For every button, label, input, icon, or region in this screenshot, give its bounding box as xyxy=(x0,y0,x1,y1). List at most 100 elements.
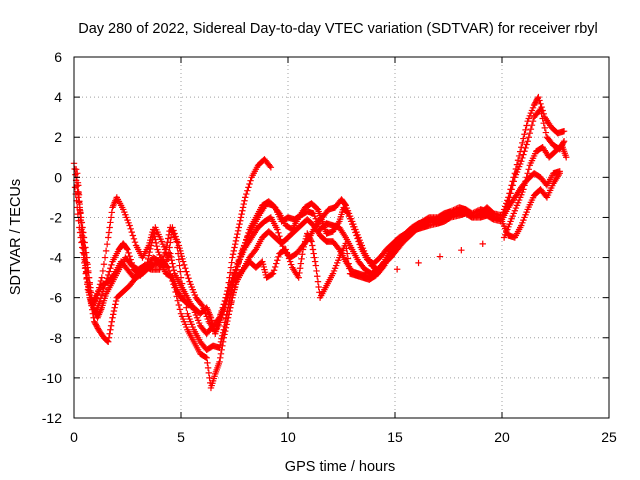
data-point xyxy=(267,164,275,171)
data-point xyxy=(458,247,465,254)
data-point xyxy=(236,220,243,228)
data-point xyxy=(524,170,531,177)
data-point xyxy=(224,314,232,321)
data-point xyxy=(353,232,360,239)
data-point xyxy=(153,242,160,250)
data-point xyxy=(106,330,113,337)
data-point xyxy=(82,268,90,275)
data-point xyxy=(380,259,387,267)
data-point xyxy=(298,255,305,263)
data-point xyxy=(285,255,293,262)
data-point xyxy=(233,263,240,271)
data-point xyxy=(142,263,149,270)
x-tick-label: 20 xyxy=(494,429,510,445)
data-point xyxy=(110,311,117,318)
data-point xyxy=(169,260,176,267)
data-point xyxy=(239,207,246,214)
data-point xyxy=(220,307,227,315)
data-point xyxy=(283,249,291,256)
data-point xyxy=(76,200,83,208)
data-point xyxy=(228,259,235,266)
data-point xyxy=(102,247,110,255)
data-point xyxy=(181,261,188,269)
data-point xyxy=(164,264,172,271)
data-point xyxy=(99,267,107,275)
data-point xyxy=(76,224,83,231)
data-point xyxy=(109,314,116,321)
data-point xyxy=(123,245,130,252)
data-point xyxy=(79,238,86,245)
data-point xyxy=(536,97,543,104)
y-tick-label: -8 xyxy=(50,330,63,346)
x-tick-label: 15 xyxy=(387,429,403,445)
data-point xyxy=(222,327,229,335)
data-point xyxy=(80,244,87,251)
data-point xyxy=(312,262,320,269)
data-point xyxy=(149,236,156,243)
data-point xyxy=(125,249,132,257)
data-point xyxy=(229,251,237,258)
data-point xyxy=(107,265,114,272)
data-point xyxy=(176,262,183,269)
data-point xyxy=(535,93,542,101)
data-point xyxy=(182,265,189,272)
data-point xyxy=(563,154,570,161)
data-point xyxy=(145,252,153,259)
data-point xyxy=(206,374,213,382)
data-point xyxy=(184,271,191,279)
data-point xyxy=(198,301,205,308)
data-point xyxy=(172,233,179,240)
data-point xyxy=(126,253,133,260)
plot-frame xyxy=(73,56,610,419)
data-point xyxy=(274,226,281,233)
data-point xyxy=(169,224,176,231)
y-tick-label: -4 xyxy=(50,250,63,266)
data-point xyxy=(71,184,79,191)
data-point xyxy=(522,144,529,152)
data-point xyxy=(238,210,245,218)
data-point xyxy=(104,337,111,345)
data-point xyxy=(231,270,238,277)
data-point xyxy=(106,224,113,231)
data-point xyxy=(314,273,321,280)
data-point xyxy=(77,210,84,217)
data-point xyxy=(282,246,290,253)
data-point xyxy=(536,107,543,114)
data-point xyxy=(111,304,118,311)
data-point xyxy=(523,174,530,181)
data-point xyxy=(479,240,486,248)
data-point xyxy=(284,252,292,259)
data-point xyxy=(288,261,295,268)
data-point xyxy=(275,208,282,216)
data-point xyxy=(172,288,179,296)
data-point xyxy=(311,258,319,265)
data-point xyxy=(167,253,175,261)
data-point xyxy=(286,258,294,265)
data-point xyxy=(127,225,134,233)
data-point xyxy=(107,326,114,333)
data-point xyxy=(540,119,547,127)
data-point xyxy=(251,247,259,255)
data-point xyxy=(173,236,180,243)
data-point xyxy=(223,297,231,305)
data-point xyxy=(521,182,528,189)
x-tick-label: 5 xyxy=(177,429,185,445)
data-point xyxy=(524,138,531,145)
data-point xyxy=(110,307,118,315)
data-point xyxy=(506,194,513,201)
data-point xyxy=(101,254,109,261)
data-point xyxy=(522,178,529,185)
y-tick-label: 2 xyxy=(54,129,62,145)
data-point xyxy=(107,214,115,221)
data-point xyxy=(229,278,236,285)
data-point xyxy=(167,239,174,246)
data-point xyxy=(345,260,352,267)
data-point xyxy=(105,338,112,345)
data-point xyxy=(519,139,526,147)
data-point xyxy=(241,197,248,204)
data-point xyxy=(170,281,177,288)
data-point xyxy=(309,242,316,249)
data-point xyxy=(518,144,525,151)
data-point xyxy=(295,274,302,281)
data-point xyxy=(269,270,277,277)
